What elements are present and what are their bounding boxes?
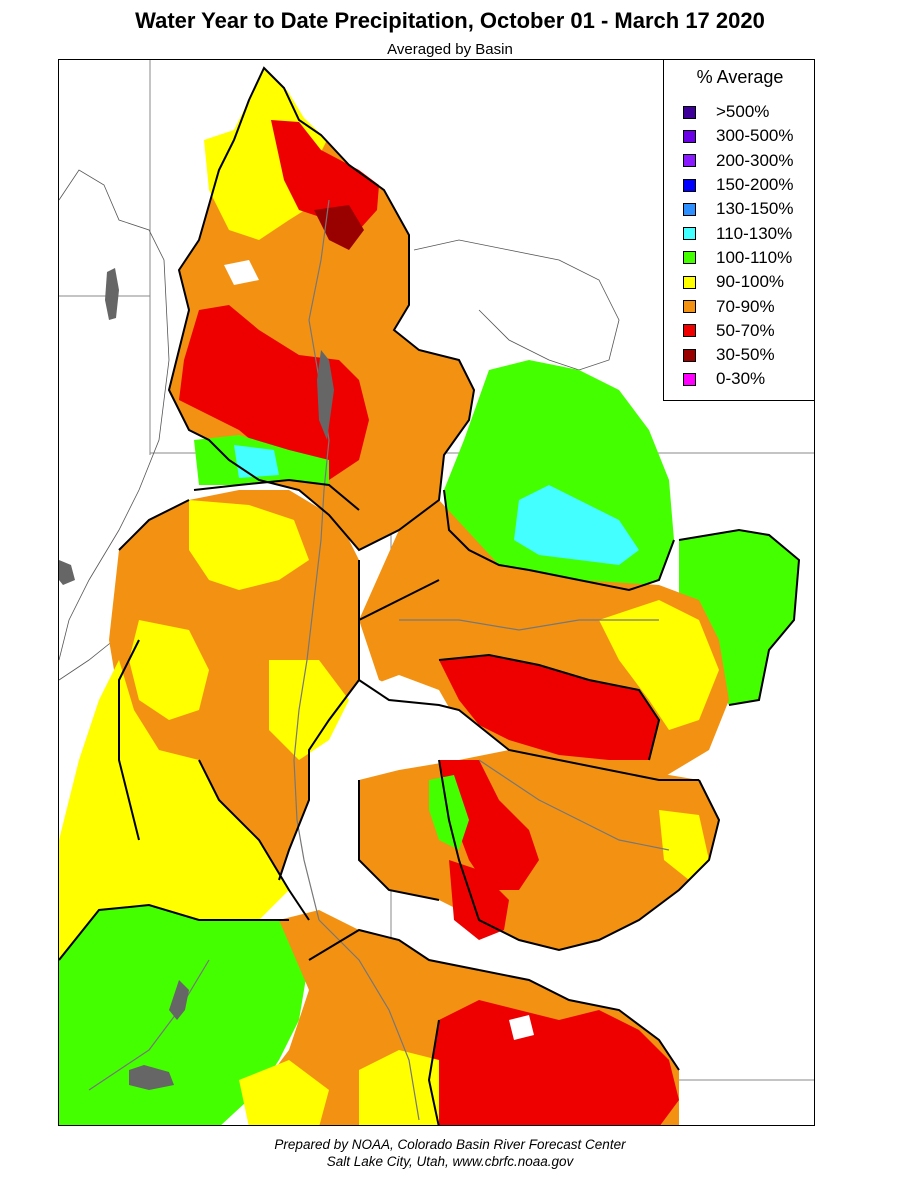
legend-item: 90-100% [683,270,794,294]
legend-item: 110-130% [683,221,794,245]
legend-swatch [683,129,696,143]
reservoirs [129,350,334,1090]
basin-fills [59,68,799,1125]
legend-swatch [683,251,696,265]
legend-item: 50-70% [683,319,794,343]
legend-item: 150-200% [683,173,794,197]
legend-swatch [683,300,696,314]
legend-item: 100-110% [683,246,794,270]
map-legend: % Average >500% 300-500% 200-300% 150-200% 1… [663,59,815,401]
legend-item: 70-90% [683,294,794,318]
legend-list: >500% 300-500% 200-300% 150-200% 130-150% 110… [683,100,794,392]
legend-label: 0-30% [716,369,766,389]
credit-line-2: Salt Lake City, Utah, www.cbrfc.noaa.gov [326,1154,574,1169]
legend-title: % Average [696,67,784,87]
legend-swatch [683,154,696,168]
legend-label: 130-150% [716,199,794,219]
map-subtitle: Averaged by Basin [387,41,513,58]
credit-line-1: Prepared by NOAA, Colorado Basin River F… [274,1137,626,1152]
legend-label: 30-50% [716,345,775,365]
legend-swatch [683,202,696,216]
legend-swatch [683,275,696,289]
map-title: Water Year to Date Precipitation, Octobe… [135,8,765,33]
legend-label: 50-70% [716,320,775,340]
legend-item: 200-300% [683,149,794,173]
legend-label: 90-100% [716,272,785,292]
legend-label: 110-130% [716,223,793,243]
legend-label: >500% [716,102,770,122]
legend-item: 300-500% [683,124,794,148]
basin-boundaries [59,66,801,1125]
legend-label: 100-110% [716,247,793,267]
legend-swatch [683,372,696,386]
legend-label: 150-200% [716,175,794,195]
legend-item: 0-30% [683,367,794,391]
legend-item: 30-50% [683,343,794,367]
legend-label: 200-300% [716,150,794,170]
legend-label: 70-90% [716,296,775,316]
legend-item: 130-150% [683,197,794,221]
legend-swatch [683,178,696,192]
legend-swatch [683,227,696,241]
lake-features [59,268,119,585]
legend-swatch [683,105,696,119]
legend-item: >500% [683,100,794,124]
legend-label: 300-500% [716,126,794,146]
credit-text: Prepared by NOAA, Colorado Basin River F… [0,1136,900,1170]
legend-swatch [683,348,696,362]
river-network [88,199,670,1121]
basin-map-graphic [59,60,814,1125]
legend-swatch [683,324,696,338]
